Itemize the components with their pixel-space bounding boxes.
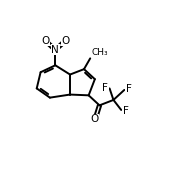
Text: F: F <box>102 83 108 93</box>
Text: N: N <box>51 45 59 55</box>
Text: F: F <box>126 84 132 94</box>
Text: F: F <box>123 106 129 116</box>
Text: CH₃: CH₃ <box>92 48 108 57</box>
Text: O: O <box>41 36 49 46</box>
Text: O: O <box>90 114 98 124</box>
Text: O: O <box>61 36 70 46</box>
